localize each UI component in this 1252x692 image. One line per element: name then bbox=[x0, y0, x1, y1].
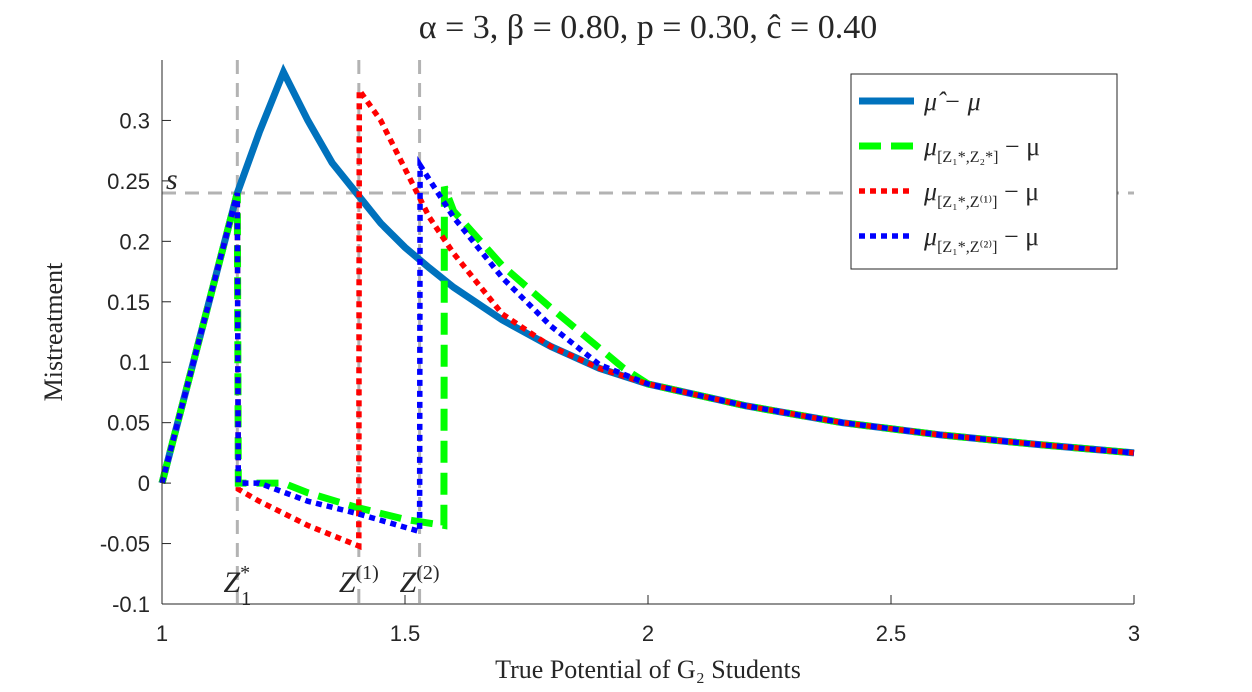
y-tick-label: -0.05 bbox=[100, 532, 150, 557]
y-tick-label: 0.3 bbox=[119, 108, 150, 133]
y-tick-label: 0.1 bbox=[119, 350, 150, 375]
series-line-3 bbox=[159, 81, 1135, 551]
legend-label-2: μ[Z₁*,Z₂*] − μ bbox=[923, 132, 1040, 166]
y-axis-label: Mistreatment bbox=[39, 262, 68, 401]
y-tick-label: 0.2 bbox=[119, 229, 150, 254]
x-tick-label: 2 bbox=[642, 621, 654, 646]
y-tick-label: 0.15 bbox=[107, 290, 150, 315]
x-tick-label: 1.5 bbox=[390, 621, 421, 646]
y-tick-label: 0.25 bbox=[107, 169, 150, 194]
y-tick-label: 0.05 bbox=[107, 411, 150, 436]
legend: μ̂ − μ μ[Z₁*,Z₂*] − μ μ[Z₁*,Z⁽¹⁾] − μ μ[Z₁*… bbox=[850, 73, 1118, 270]
z-marker-label-2: Z(1) bbox=[339, 562, 379, 599]
x-tick-label: 1 bbox=[156, 621, 168, 646]
x-axis-label: True Potential of G₂ Students bbox=[495, 655, 801, 684]
x-tick-label: 2.5 bbox=[876, 621, 907, 646]
y-tick-label: 0 bbox=[138, 471, 150, 496]
x-tick-label: 3 bbox=[1128, 621, 1140, 646]
legend-label-3: μ[Z₁*,Z⁽¹⁾] − μ bbox=[923, 177, 1039, 211]
s-label: s bbox=[166, 163, 178, 196]
y-ticks: -0.1 -0.05 0 0.05 0.1 0.15 0.2 0.25 0.3 bbox=[100, 108, 171, 617]
y-tick-label: -0.1 bbox=[112, 592, 150, 617]
x-ticks: 1 1.5 2 2.5 3 bbox=[156, 595, 1140, 646]
legend-label-4: μ[Z₁*,Z⁽²⁾] − μ bbox=[923, 222, 1039, 256]
series-layer bbox=[158, 63, 1135, 551]
z-marker-label-1: Z* 1 bbox=[223, 562, 251, 610]
annotations: s Z* 1 Z(1) Z(2) bbox=[166, 163, 440, 610]
z-marker-label-3: Z(2) bbox=[400, 562, 440, 599]
chart-title: α = 3, β = 0.80, p = 0.30, ĉ = 0.40 bbox=[419, 9, 877, 46]
series-line-4 bbox=[159, 155, 1135, 536]
legend-label-1: μ̂ − μ bbox=[923, 87, 981, 116]
